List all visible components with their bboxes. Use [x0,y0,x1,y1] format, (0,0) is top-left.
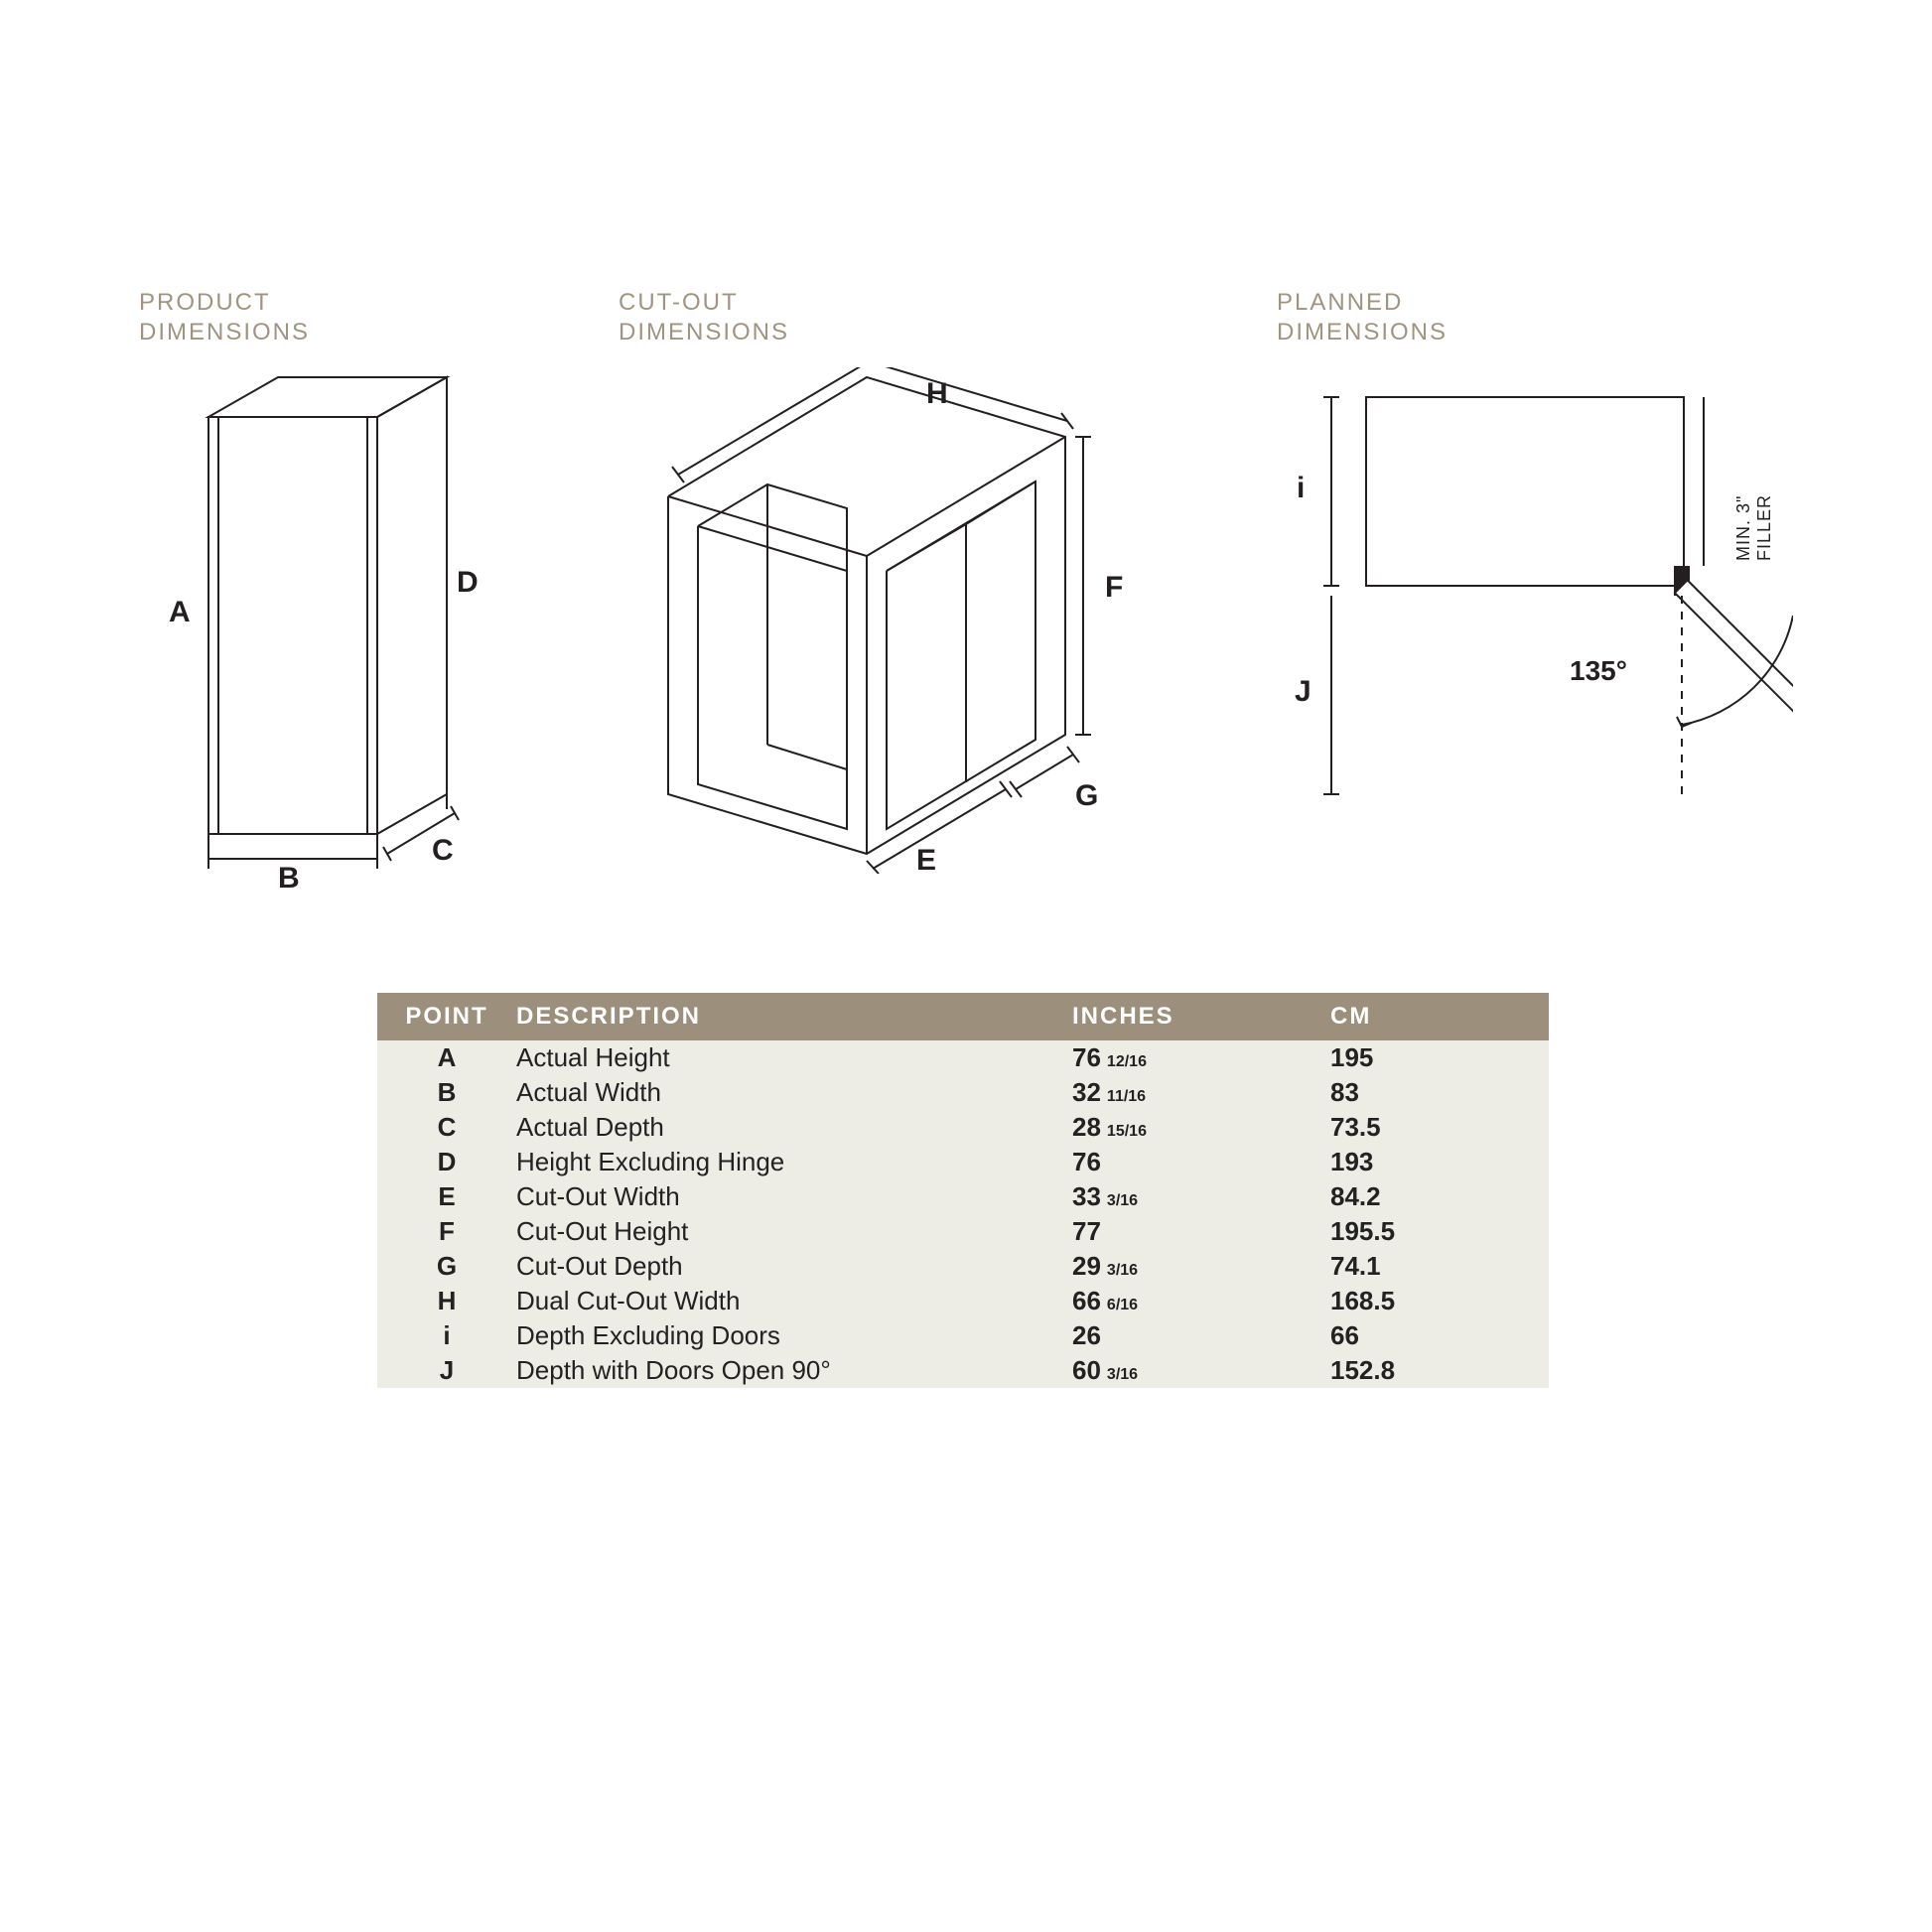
cell-inches: 77 [1072,1216,1330,1247]
cell-point: F [377,1216,516,1247]
label-C: C [432,834,454,868]
cell-inches: 7612/16 [1072,1042,1330,1073]
cell-cm: 84.2 [1330,1181,1529,1212]
product-title: PRODUCT DIMENSIONS [139,288,556,347]
label-B: B [278,862,300,896]
cell-point: i [377,1320,516,1351]
th-point: POINT [377,1003,516,1031]
table-row: HDual Cut-Out Width666/16168.5 [377,1284,1549,1318]
cell-cm: 195.5 [1330,1216,1529,1247]
cell-cm: 195 [1330,1042,1529,1073]
cell-inches: 3211/16 [1072,1077,1330,1108]
cell-desc: Actual Depth [516,1112,1072,1143]
planned-dimensions-panel: PLANNED DIMENSIONS [1277,288,1793,884]
cell-desc: Depth Excluding Doors [516,1320,1072,1351]
cell-inches: 603/16 [1072,1355,1330,1386]
table-row: ECut-Out Width333/1684.2 [377,1179,1549,1214]
cell-cm: 83 [1330,1077,1529,1108]
table-row: GCut-Out Depth293/1674.1 [377,1249,1549,1284]
cell-cm: 193 [1330,1147,1529,1177]
planned-title: PLANNED DIMENSIONS [1277,288,1793,347]
table-row: CActual Depth2815/1673.5 [377,1110,1549,1145]
label-i: i [1297,472,1305,505]
cell-desc: Cut-Out Width [516,1181,1072,1212]
label-H: H [926,377,948,411]
angle-label: 135° [1570,655,1627,687]
cell-point: A [377,1042,516,1073]
th-in: INCHES [1072,1003,1330,1031]
cutout-dimensions-panel: CUT-OUT DIMENSIONS [619,288,1214,884]
table-row: JDepth with Doors Open 90°603/16152.8 [377,1353,1549,1388]
label-F: F [1105,571,1123,605]
filler-label: MIN. 3" FILLER [1733,494,1775,561]
table-row: AActual Height7612/16195 [377,1040,1549,1075]
dimensions-table: POINT DESCRIPTION INCHES CM AActual Heig… [377,993,1549,1388]
cell-point: J [377,1355,516,1386]
cell-desc: Dual Cut-Out Width [516,1286,1072,1316]
table-row: BActual Width3211/1683 [377,1075,1549,1110]
cell-inches: 76 [1072,1147,1330,1177]
cell-cm: 152.8 [1330,1355,1529,1386]
cell-point: B [377,1077,516,1108]
cell-inches: 293/16 [1072,1251,1330,1282]
cell-desc: Height Excluding Hinge [516,1147,1072,1177]
cell-point: E [377,1181,516,1212]
cell-cm: 168.5 [1330,1286,1529,1316]
table-row: DHeight Excluding Hinge76193 [377,1145,1549,1179]
product-dimensions-panel: PRODUCT DIMENSIONS [139,288,556,884]
th-cm: CM [1330,1003,1529,1031]
cell-desc: Depth with Doors Open 90° [516,1355,1072,1386]
cell-point: D [377,1147,516,1177]
planned-diagram [1277,367,1793,874]
cell-inches: 333/16 [1072,1181,1330,1212]
cell-desc: Cut-Out Height [516,1216,1072,1247]
cell-point: H [377,1286,516,1316]
cell-desc: Actual Height [516,1042,1072,1073]
cell-point: G [377,1251,516,1282]
cell-cm: 66 [1330,1320,1529,1351]
cell-desc: Actual Width [516,1077,1072,1108]
cell-inches: 2815/16 [1072,1112,1330,1143]
cell-point: C [377,1112,516,1143]
table-row: iDepth Excluding Doors2666 [377,1318,1549,1353]
table-row: FCut-Out Height77195.5 [377,1214,1549,1249]
label-G: G [1075,779,1098,813]
label-A: A [169,596,191,629]
table-header: POINT DESCRIPTION INCHES CM [377,993,1549,1040]
cell-inches: 26 [1072,1320,1330,1351]
label-D: D [457,566,479,600]
th-desc: DESCRIPTION [516,1003,1072,1031]
cell-cm: 74.1 [1330,1251,1529,1282]
label-J: J [1295,675,1311,709]
cutout-title: CUT-OUT DIMENSIONS [619,288,1214,347]
cell-cm: 73.5 [1330,1112,1529,1143]
label-E: E [916,844,936,878]
cell-desc: Cut-Out Depth [516,1251,1072,1282]
product-diagram [139,367,496,874]
cell-inches: 666/16 [1072,1286,1330,1316]
